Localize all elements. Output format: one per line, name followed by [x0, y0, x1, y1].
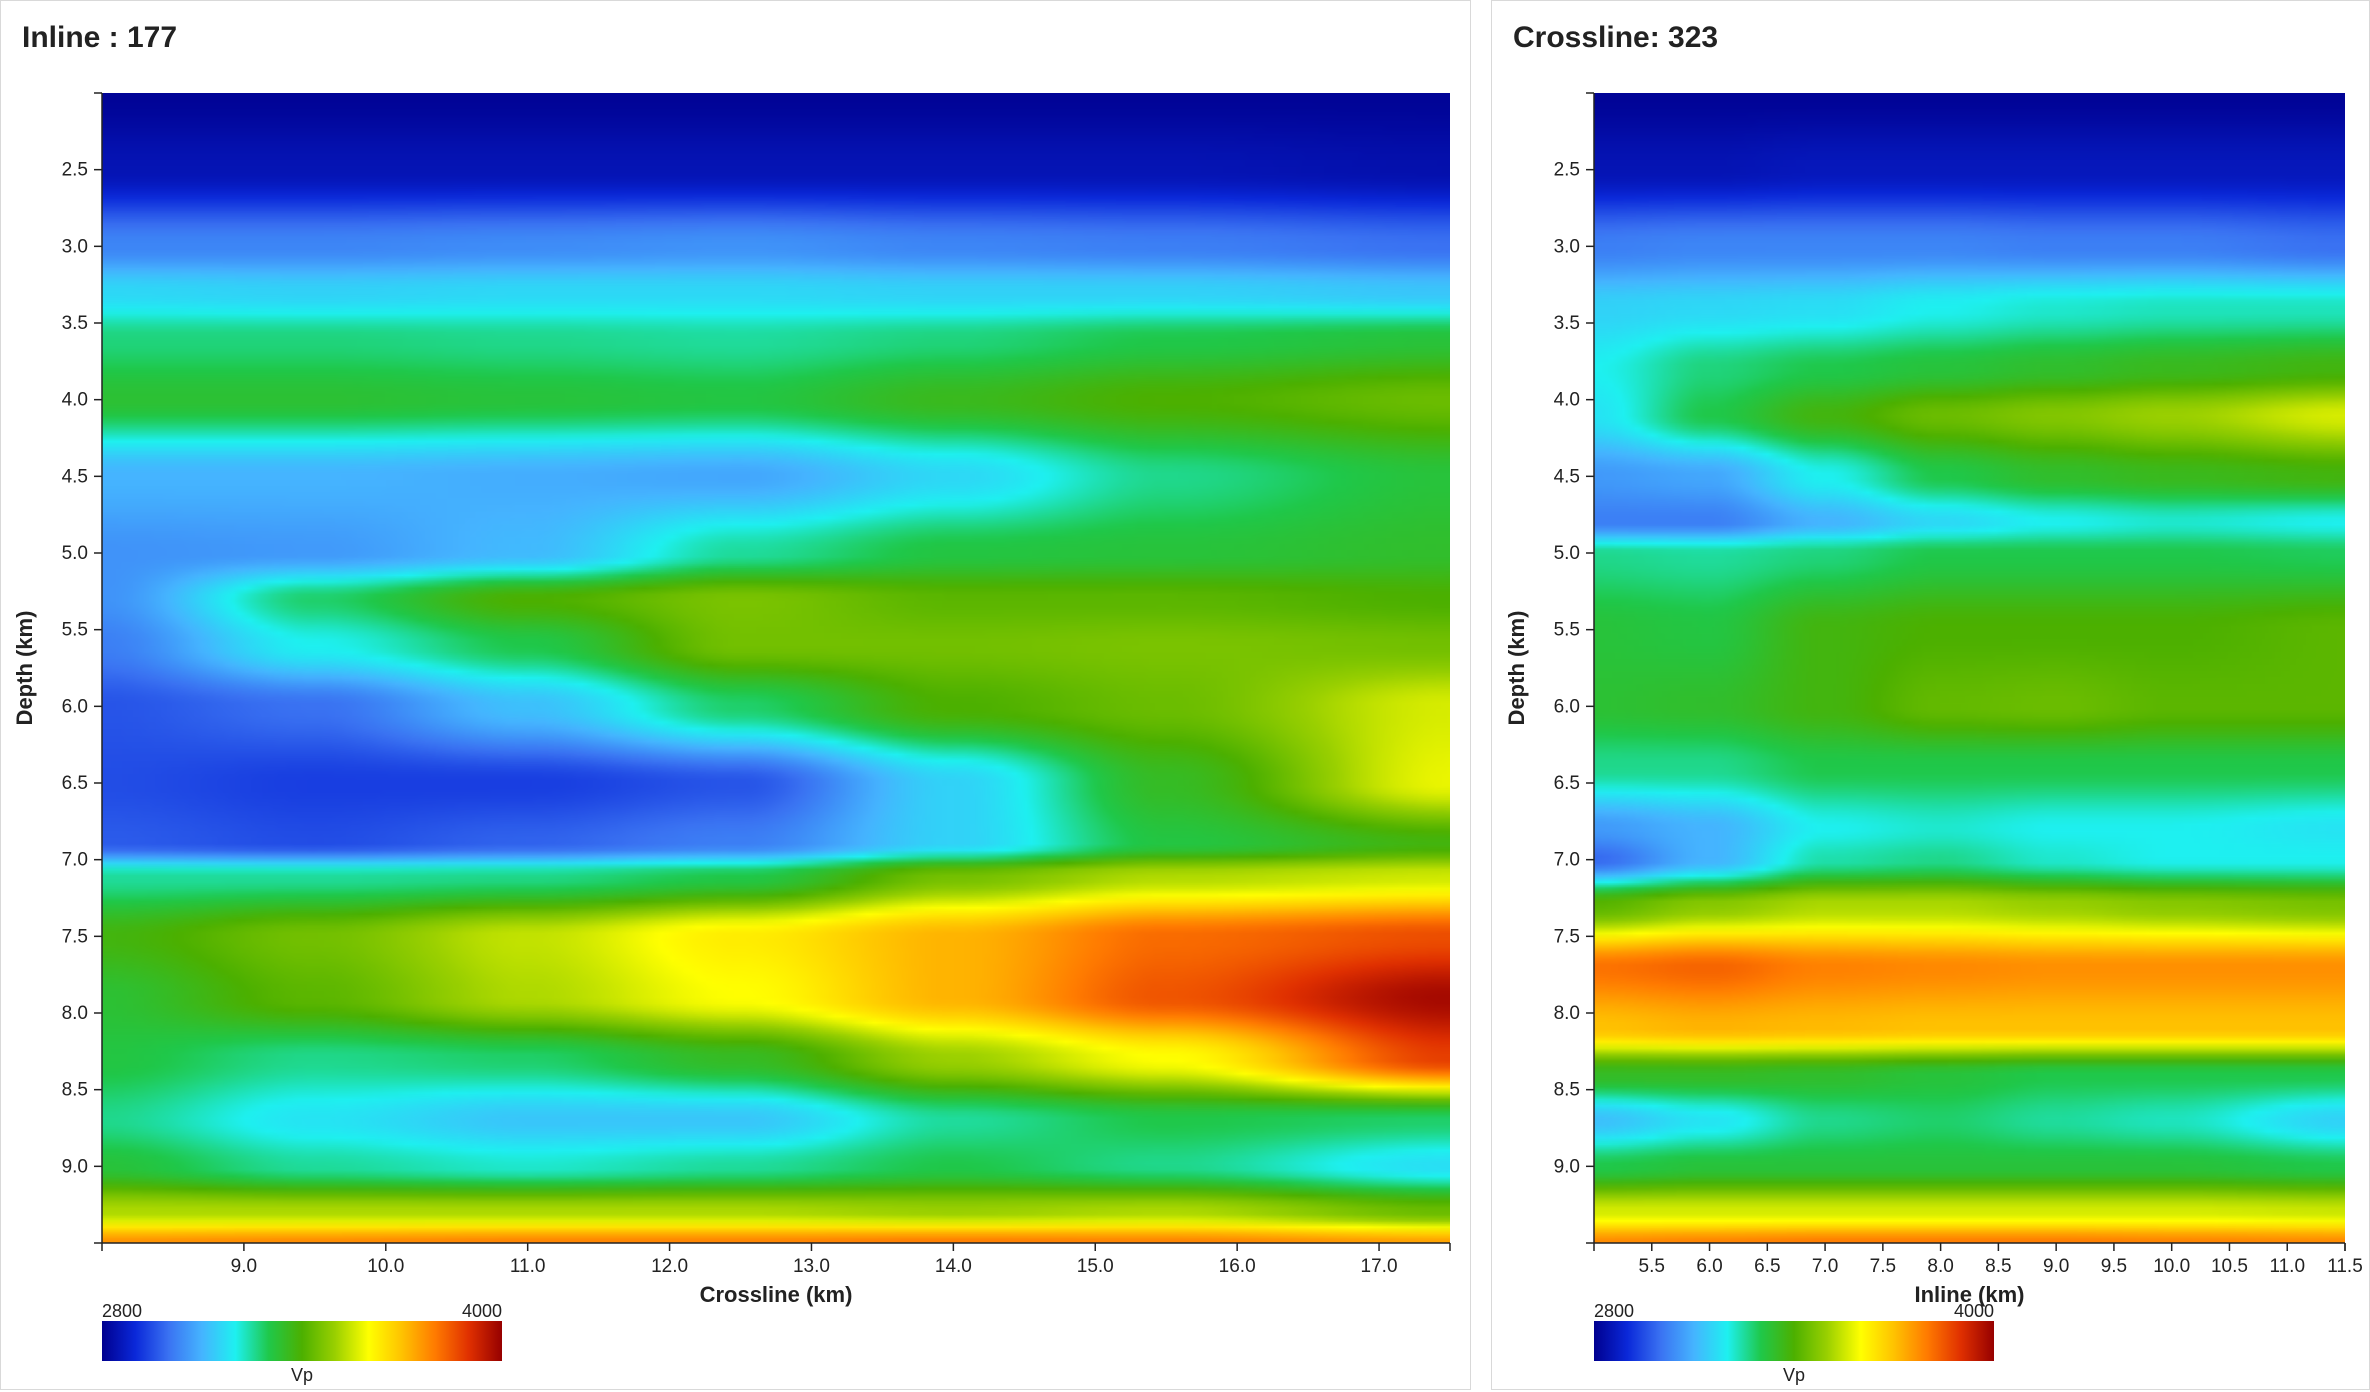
y-tick-label: 6.5: [1554, 773, 1580, 794]
heatmap-image-0: [102, 93, 1450, 1243]
inline-panel-title: Inline : 177: [22, 21, 178, 54]
x-tick-label: 11.0: [2269, 1256, 2305, 1277]
x-tick-label: 13.0: [793, 1256, 830, 1277]
x-tick-label: 12.0: [651, 1256, 688, 1277]
crossline-panel-title: Crossline: 323: [1513, 21, 1719, 54]
y-tick-label: 8.0: [1554, 1003, 1580, 1024]
y-tick-label: 2.5: [62, 160, 88, 181]
y-tick-label: 4.0: [62, 390, 88, 411]
crossline-panel: Crossline: 323 2.5 3.0 3.5 4.0 4.5 5.0 5.5 6.0 6…: [1491, 0, 2370, 1390]
y-tick-label: 8.5: [62, 1080, 88, 1101]
x-tick-label: 9.0: [231, 1256, 257, 1277]
y-tick-label: 6.5: [62, 773, 88, 794]
y-tick-label: 4.5: [62, 466, 88, 487]
y-tick-label: 7.5: [62, 926, 88, 947]
x-tick-label: 16.0: [1219, 1256, 1256, 1277]
colorbar-title: Vp: [291, 1365, 313, 1385]
y-tick-label: 4.5: [1554, 466, 1580, 487]
x-tick-label: 7.0: [1812, 1256, 1838, 1277]
inline-heatmap-chart: 2.5 3.0 3.5 4.0 4.5 5.0 5.5 6.0 6.5 7.0 7.5 8.0 8.5 9…: [12, 92, 1451, 1385]
y-tick-label: 5.0: [1554, 543, 1580, 564]
heatmap-image-1: [1594, 93, 2345, 1243]
y-tick-label: 8.5: [1554, 1080, 1580, 1101]
y-tick-label: 2.5: [1554, 160, 1580, 181]
y-tick-label: 5.0: [62, 543, 88, 564]
colorbar: [1594, 1321, 1994, 1361]
y-axis-title: Depth (km): [1504, 611, 1529, 726]
x-tick-label: 17.0: [1361, 1256, 1398, 1277]
colorbar: [102, 1321, 502, 1361]
x-tick-label: 9.0: [2043, 1256, 2069, 1277]
y-tick-label: 3.0: [1554, 236, 1580, 257]
x-axis-title: Inline (km): [1914, 1282, 2024, 1307]
x-tick-label: 11.5: [2327, 1256, 2363, 1277]
x-tick-label: 10.5: [2211, 1256, 2248, 1277]
y-tick-label: 9.0: [1554, 1156, 1580, 1177]
colorbar-max-label: 4000: [1954, 1301, 1994, 1321]
y-tick-label: 7.0: [1554, 850, 1580, 871]
x-tick-label: 8.5: [1985, 1256, 2011, 1277]
y-tick-label: 6.0: [62, 696, 88, 717]
colorbar-max-label: 4000: [462, 1301, 502, 1321]
colorbar-title: Vp: [1783, 1365, 1805, 1385]
x-tick-label: 11.0: [510, 1256, 546, 1277]
x-tick-label: 6.5: [1754, 1256, 1780, 1277]
y-tick-label: 3.0: [62, 236, 88, 257]
x-tick-label: 7.5: [1870, 1256, 1896, 1277]
y-tick-label: 5.5: [1554, 620, 1580, 641]
y-tick-label: 6.0: [1554, 696, 1580, 717]
x-tick-label: 14.0: [935, 1256, 972, 1277]
x-tick-label: 10.0: [2153, 1256, 2190, 1277]
x-tick-label: 9.5: [2101, 1256, 2127, 1277]
x-tick-label: 5.5: [1639, 1256, 1665, 1277]
y-tick-label: 7.5: [1554, 926, 1580, 947]
y-tick-label: 5.5: [62, 620, 88, 641]
y-axis-title: Depth (km): [12, 611, 37, 726]
x-tick-label: 10.0: [367, 1256, 404, 1277]
colorbar-min-label: 2800: [1594, 1301, 1634, 1321]
colorbar-min-label: 2800: [102, 1301, 142, 1321]
inline-panel: Inline : 177 2.5 3.0 3.5 4.0 4.5 5.0 5.5 6.0 6.5…: [0, 0, 1471, 1390]
y-tick-label: 3.5: [62, 313, 88, 334]
y-tick-label: 4.0: [1554, 390, 1580, 411]
y-tick-label: 9.0: [62, 1156, 88, 1177]
x-tick-label: 8.0: [1927, 1256, 1953, 1277]
x-tick-label: 15.0: [1077, 1256, 1114, 1277]
y-tick-label: 7.0: [62, 850, 88, 871]
y-tick-label: 3.5: [1554, 313, 1580, 334]
crossline-heatmap-chart: 2.5 3.0 3.5 4.0 4.5 5.0 5.5 6.0 6.5 7.0 7.5 8.0 8.5 9…: [1504, 92, 2363, 1385]
x-tick-label: 6.0: [1696, 1256, 1722, 1277]
y-tick-label: 8.0: [62, 1003, 88, 1024]
x-axis-title: Crossline (km): [700, 1282, 853, 1307]
